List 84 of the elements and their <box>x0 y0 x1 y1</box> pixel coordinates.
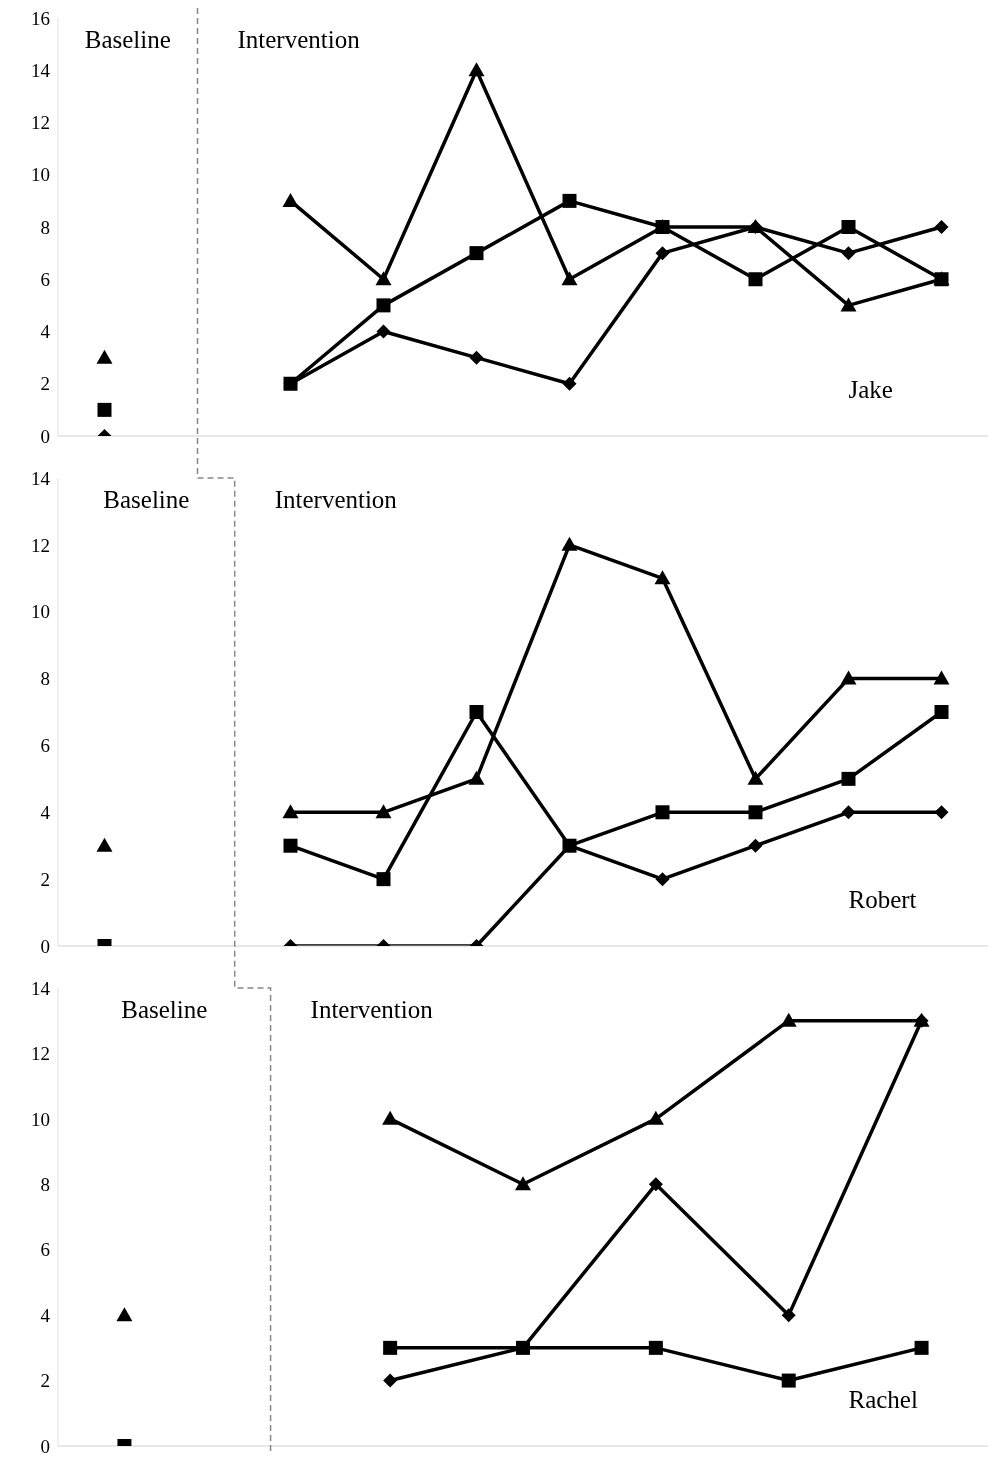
point <box>375 271 392 286</box>
y-tick-label: 8 <box>40 1174 50 1196</box>
point <box>469 350 484 365</box>
point <box>96 349 113 364</box>
y-tick-label: 4 <box>40 802 51 824</box>
point <box>469 246 484 261</box>
annotation: Baseline <box>121 996 208 1024</box>
point <box>383 1340 398 1355</box>
point <box>468 62 485 77</box>
point <box>841 246 856 261</box>
point <box>933 670 950 685</box>
point <box>655 246 670 261</box>
point <box>562 193 577 208</box>
annotation: Rachel <box>848 1386 918 1414</box>
point <box>840 297 857 312</box>
point <box>515 1176 531 1191</box>
annotation: Intervention <box>274 486 397 514</box>
point <box>748 805 763 820</box>
annotation: Baseline <box>103 486 190 514</box>
point <box>376 298 391 313</box>
y-tick-label: 16 <box>31 7 50 29</box>
annotation: Intervention <box>310 996 433 1024</box>
point <box>780 1012 797 1027</box>
y-tick-label: 2 <box>40 1370 50 1392</box>
y-tick-label: 0 <box>40 425 50 447</box>
point <box>648 1340 663 1355</box>
y-tick-label: 6 <box>40 735 50 757</box>
point <box>562 376 577 391</box>
y-tick-label: 0 <box>40 1435 50 1457</box>
annotation: Jake <box>848 376 893 404</box>
point <box>781 1373 796 1388</box>
point <box>282 804 299 819</box>
y-tick-label: 10 <box>31 601 50 623</box>
y-tick-label: 12 <box>31 112 50 134</box>
point <box>382 1110 399 1125</box>
point <box>282 192 299 207</box>
point <box>97 402 112 417</box>
y-tick-label: 2 <box>40 373 50 395</box>
point <box>841 220 856 234</box>
point <box>934 220 949 234</box>
point <box>375 804 392 819</box>
point <box>934 805 949 820</box>
point <box>647 1110 664 1125</box>
point <box>469 705 484 719</box>
point <box>841 771 856 786</box>
y-tick-label: 6 <box>40 1239 50 1261</box>
point <box>748 272 763 287</box>
point <box>655 805 670 820</box>
y-tick-label: 14 <box>31 977 51 999</box>
point <box>840 670 857 685</box>
point <box>781 1308 796 1323</box>
point <box>376 324 391 339</box>
point <box>116 1307 133 1322</box>
point <box>648 1177 663 1192</box>
y-tick-label: 12 <box>31 534 50 556</box>
point <box>934 705 949 719</box>
point <box>376 872 391 887</box>
point <box>468 770 485 785</box>
y-tick-label: 4 <box>40 321 51 343</box>
y-tick-label: 8 <box>40 668 50 690</box>
point <box>561 271 578 286</box>
point <box>655 872 670 887</box>
point <box>748 838 763 853</box>
annotation: Robert <box>848 886 917 914</box>
y-tick-label: 12 <box>31 1043 50 1065</box>
point <box>914 1340 929 1355</box>
y-tick-label: 10 <box>31 1108 50 1130</box>
y-tick-label: 4 <box>40 1304 51 1326</box>
annotation: Baseline <box>84 26 171 54</box>
point <box>747 770 764 785</box>
point <box>383 1373 398 1388</box>
point <box>841 805 856 820</box>
point <box>561 536 578 551</box>
y-tick-label: 10 <box>31 164 50 186</box>
annotation: Intervention <box>237 26 360 54</box>
point <box>283 838 298 853</box>
y-tick-label: 14 <box>31 467 51 489</box>
y-tick-label: 6 <box>40 268 50 290</box>
y-tick-label: 8 <box>40 216 50 238</box>
point <box>654 570 671 585</box>
y-tick-label: 14 <box>31 60 51 81</box>
point <box>96 837 113 852</box>
y-tick-label: 2 <box>40 868 50 890</box>
y-tick-label: 0 <box>40 935 50 957</box>
